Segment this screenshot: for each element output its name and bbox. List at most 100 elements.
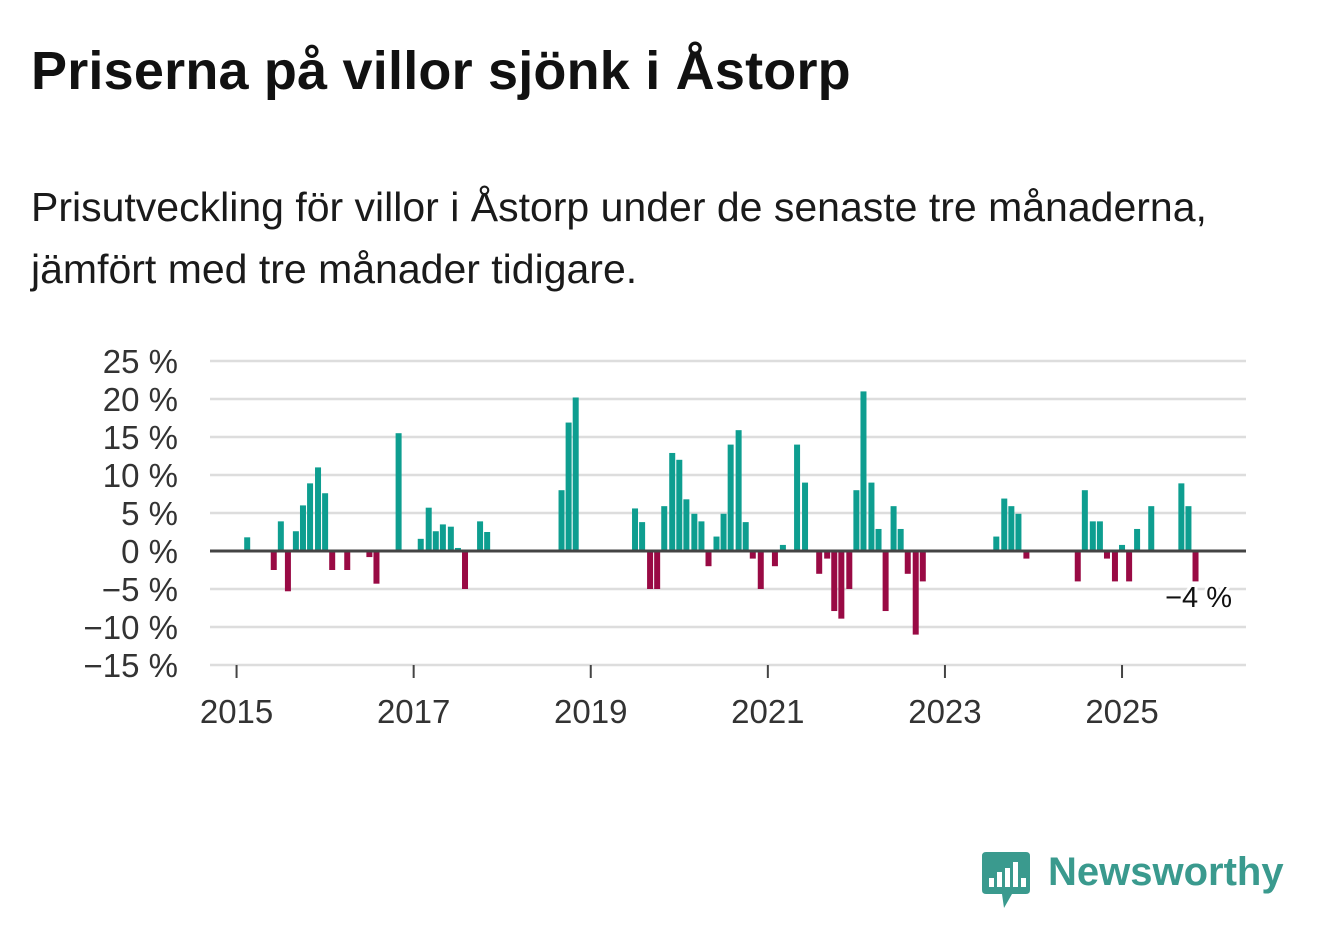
bar bbox=[720, 513, 727, 551]
bar bbox=[860, 391, 867, 551]
x-tick-label: 2019 bbox=[554, 693, 627, 730]
bar bbox=[647, 551, 654, 589]
brand-name: Newsworthy bbox=[1048, 850, 1284, 894]
bar bbox=[322, 493, 329, 551]
bar bbox=[572, 397, 579, 551]
y-tick-label: 10 % bbox=[103, 457, 178, 494]
x-tick-label: 2017 bbox=[377, 693, 450, 730]
bar bbox=[439, 524, 446, 551]
bar bbox=[779, 544, 786, 551]
y-tick-label: 0 % bbox=[121, 533, 178, 570]
x-tick-label: 2025 bbox=[1085, 693, 1158, 730]
bar bbox=[447, 526, 454, 551]
bar bbox=[344, 551, 351, 570]
bar bbox=[315, 467, 322, 551]
y-tick-label: −5 % bbox=[102, 571, 178, 608]
bar bbox=[366, 551, 373, 558]
annotations: −4 % bbox=[1162, 579, 1235, 617]
bar bbox=[757, 551, 764, 589]
bar bbox=[912, 551, 919, 635]
bar bbox=[292, 531, 299, 551]
bar bbox=[284, 551, 291, 592]
y-tick-label: 5 % bbox=[121, 495, 178, 532]
bar bbox=[277, 521, 284, 551]
chart-subtitle: Prisutveckling för villor i Åstorp under… bbox=[31, 184, 1207, 292]
chart-title: Priserna på villor sjönk i Åstorp bbox=[31, 41, 851, 101]
bar bbox=[824, 551, 831, 559]
bar bbox=[432, 531, 439, 551]
bar bbox=[713, 536, 720, 551]
bar bbox=[1074, 551, 1081, 582]
bar bbox=[417, 538, 424, 551]
newsworthy-logo-icon bbox=[982, 852, 1030, 908]
bar bbox=[816, 551, 823, 574]
bar bbox=[395, 433, 402, 551]
bar bbox=[698, 521, 705, 551]
bar bbox=[1126, 551, 1133, 582]
bar bbox=[1096, 521, 1103, 551]
y-tick-label: −10 % bbox=[84, 609, 179, 646]
bar bbox=[329, 551, 336, 570]
bar bbox=[705, 551, 712, 567]
bar bbox=[846, 551, 853, 589]
bar bbox=[1111, 551, 1118, 582]
bar bbox=[1089, 521, 1096, 551]
bar bbox=[868, 482, 875, 551]
bar bbox=[749, 551, 756, 559]
bar bbox=[683, 499, 690, 551]
bar bbox=[1148, 506, 1155, 551]
x-tick-label: 2023 bbox=[908, 693, 981, 730]
bar bbox=[654, 551, 661, 589]
bar bbox=[727, 444, 734, 551]
bar bbox=[882, 551, 889, 612]
bar bbox=[919, 551, 926, 582]
bar bbox=[1001, 498, 1008, 551]
bar bbox=[632, 508, 639, 551]
bar bbox=[691, 513, 698, 551]
bar bbox=[742, 522, 749, 551]
bar bbox=[477, 521, 484, 551]
bar bbox=[904, 551, 911, 574]
y-axis-tick-labels: 25 %20 %15 %10 %5 %0 %−5 %−10 %−15 % bbox=[84, 343, 179, 684]
bar bbox=[838, 551, 845, 619]
bar bbox=[565, 422, 572, 551]
y-tick-label: 20 % bbox=[103, 381, 178, 418]
bar bbox=[1185, 506, 1192, 551]
bar bbox=[735, 430, 742, 551]
x-axis: 2015 2017 2019 2021 2023 2025 bbox=[200, 664, 1246, 730]
bar bbox=[875, 528, 882, 551]
bar bbox=[890, 506, 897, 551]
bar bbox=[373, 551, 380, 584]
bar bbox=[794, 444, 801, 551]
last-value-annotation: −4 % bbox=[1165, 582, 1232, 614]
bar bbox=[676, 459, 683, 551]
bar bbox=[1134, 528, 1141, 551]
bar bbox=[1023, 551, 1030, 559]
bar bbox=[1081, 490, 1088, 551]
bar bbox=[897, 528, 904, 551]
bar bbox=[425, 507, 432, 551]
bar bbox=[771, 551, 778, 567]
bar bbox=[853, 490, 860, 551]
bar bbox=[270, 551, 277, 570]
bar bbox=[244, 537, 251, 551]
bar bbox=[1103, 551, 1110, 559]
bar bbox=[558, 490, 565, 551]
bar bbox=[993, 536, 1000, 551]
bar bbox=[462, 551, 469, 589]
bar bbox=[307, 483, 314, 551]
bar bbox=[831, 551, 838, 612]
bar bbox=[1008, 506, 1015, 551]
bar bbox=[802, 482, 809, 551]
y-tick-label: 15 % bbox=[103, 419, 178, 456]
y-tick-label: 25 % bbox=[103, 343, 178, 380]
y-tick-label: −15 % bbox=[84, 647, 179, 684]
x-tick-label: 2021 bbox=[731, 693, 804, 730]
bar bbox=[1192, 551, 1199, 582]
bar bbox=[1178, 483, 1185, 551]
bar bbox=[1015, 513, 1022, 551]
bar bbox=[669, 452, 676, 551]
newsworthy-logo: Newsworthy bbox=[980, 848, 1290, 912]
bars bbox=[244, 391, 1199, 635]
